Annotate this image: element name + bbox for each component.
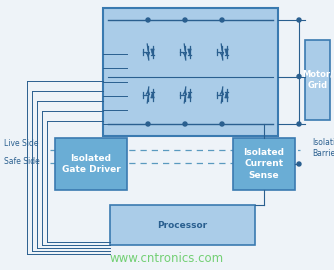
Text: Live Side: Live Side xyxy=(4,139,38,147)
Text: Safe Side: Safe Side xyxy=(4,157,40,167)
Bar xyxy=(110,205,255,245)
Circle shape xyxy=(297,75,301,79)
Circle shape xyxy=(220,122,224,126)
Circle shape xyxy=(183,18,187,22)
Text: Isolated
Current
Sense: Isolated Current Sense xyxy=(243,148,285,180)
Polygon shape xyxy=(225,49,228,55)
Circle shape xyxy=(183,122,187,126)
Text: Motor/
Grid: Motor/ Grid xyxy=(302,70,333,90)
Circle shape xyxy=(297,122,301,126)
Polygon shape xyxy=(151,49,154,55)
Text: www.cntronics.com: www.cntronics.com xyxy=(110,251,224,265)
Text: Isolated
Gate Driver: Isolated Gate Driver xyxy=(62,154,120,174)
Circle shape xyxy=(146,18,150,22)
Text: Isolation
Barrier: Isolation Barrier xyxy=(312,138,334,158)
Circle shape xyxy=(220,18,224,22)
Bar xyxy=(305,40,330,120)
Bar xyxy=(103,8,278,136)
Polygon shape xyxy=(225,92,228,98)
Circle shape xyxy=(146,122,150,126)
Circle shape xyxy=(297,18,301,22)
Polygon shape xyxy=(188,49,191,55)
Polygon shape xyxy=(151,92,154,98)
Bar xyxy=(55,138,127,190)
Text: Processor: Processor xyxy=(157,221,207,229)
Bar xyxy=(233,138,295,190)
Polygon shape xyxy=(188,92,191,98)
Circle shape xyxy=(297,162,301,166)
